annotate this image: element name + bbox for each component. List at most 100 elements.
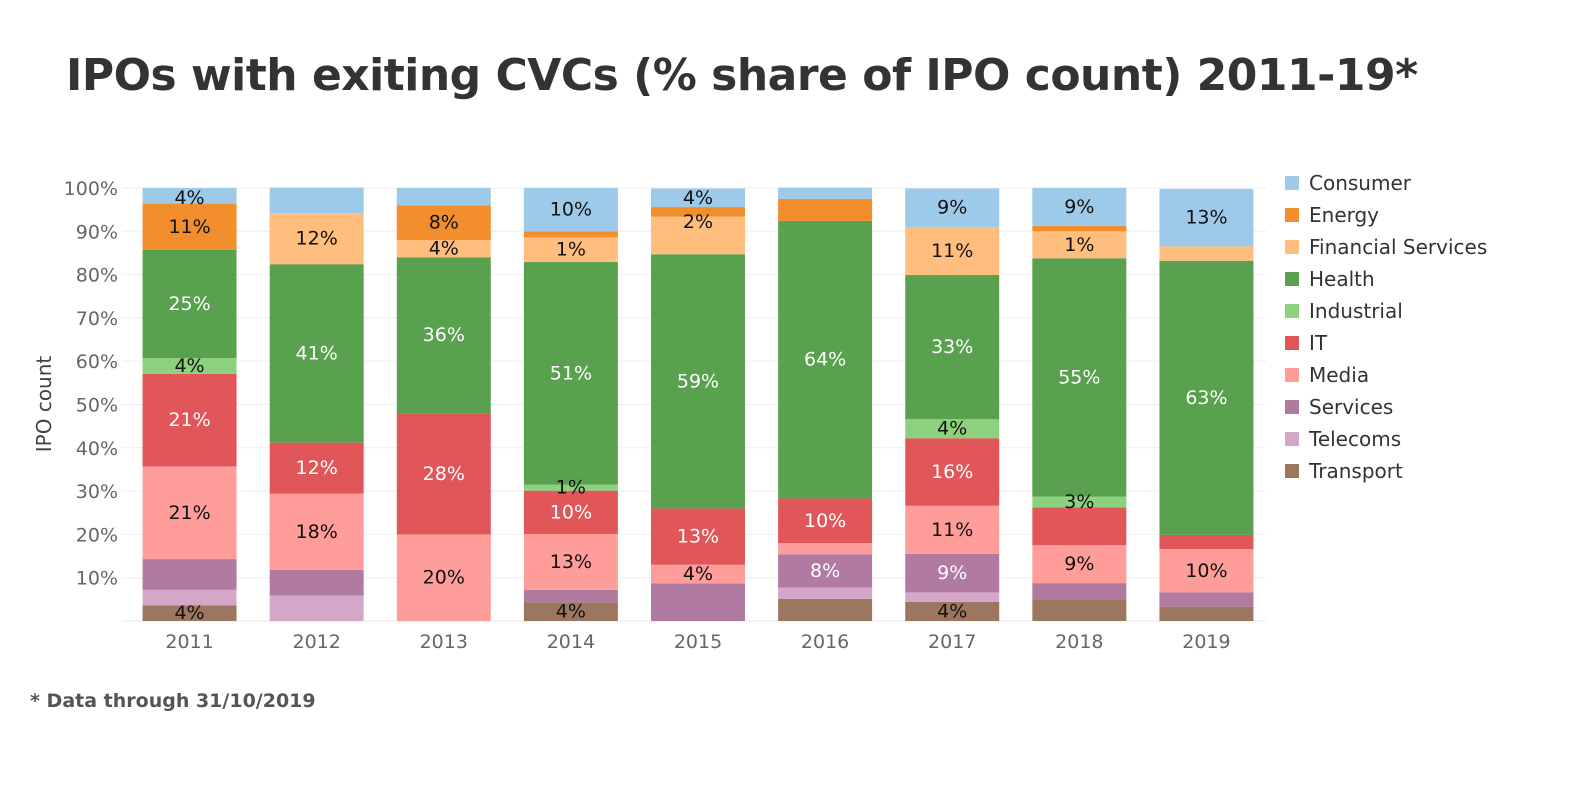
x-tick-label: 2019 — [1182, 631, 1230, 653]
bar-segment-services-2015 — [651, 583, 745, 621]
y-tick-label: 60% — [76, 351, 118, 373]
data-label: 12% — [296, 228, 338, 250]
bar-segment-it-2019 — [1159, 534, 1254, 550]
data-label: 12% — [296, 457, 338, 479]
legend-swatch-media — [1285, 368, 1299, 382]
bar-segment-transport-2017 — [905, 601, 1000, 621]
bar-segment-consumer-2014 — [523, 188, 618, 232]
y-tick-label: 50% — [76, 395, 118, 417]
legend-label: Telecoms — [1308, 427, 1401, 451]
y-tick-label: 30% — [76, 481, 118, 503]
data-label: 64% — [804, 349, 846, 371]
bar-segment-services-2014 — [523, 589, 618, 603]
data-label: 21% — [168, 502, 210, 524]
legend-swatch-it — [1285, 336, 1299, 350]
y-axis-label: IPO count — [32, 356, 56, 453]
bar-segment-consumer-2018 — [1032, 188, 1127, 226]
data-label: 1% — [1064, 234, 1094, 256]
bar-segment-it-2014 — [523, 490, 618, 534]
bar-segment-it-2013 — [396, 413, 491, 535]
data-label: 4% — [174, 187, 204, 209]
x-tick-label: 2011 — [165, 631, 213, 653]
data-label: 8% — [810, 560, 840, 582]
bar-segment-media-2018 — [1032, 545, 1127, 584]
data-label: 36% — [423, 324, 465, 346]
bar-segment-it-2017 — [905, 438, 1000, 506]
data-label: 4% — [937, 600, 967, 622]
y-tick-label: 70% — [76, 308, 118, 330]
bar-segment-services-2017 — [905, 553, 1000, 593]
x-tick-label: 2013 — [420, 631, 468, 653]
legend-label: Consumer — [1309, 171, 1412, 195]
bar-segment-media-2016 — [778, 543, 873, 555]
bar-segment-transport-2016 — [778, 598, 873, 621]
bar-segment-financial-services-2017 — [905, 226, 1000, 276]
data-label: 10% — [550, 501, 592, 523]
bar-segment-media-2011 — [142, 466, 237, 560]
data-label: 25% — [168, 293, 210, 315]
bar-segment-consumer-2019 — [1159, 188, 1254, 247]
bar-segment-health-2011 — [142, 249, 237, 359]
bar-segment-financial-services-2019 — [1159, 246, 1254, 261]
data-label: 2% — [683, 211, 713, 233]
bar-segment-transport-2014 — [523, 602, 618, 621]
bar-segment-transport-2011 — [142, 605, 237, 621]
data-label: 4% — [937, 418, 967, 440]
data-label: 4% — [174, 355, 204, 377]
legend-swatch-telecoms — [1285, 432, 1299, 446]
bar-segment-financial-services-2015 — [651, 216, 745, 255]
y-tick-label: 100% — [64, 178, 118, 200]
legend-swatch-services — [1285, 400, 1299, 414]
bar-segment-energy-2013 — [396, 205, 491, 240]
legend-label: Services — [1309, 395, 1393, 419]
bar-segment-energy-2011 — [142, 203, 237, 250]
bar-segment-energy-2018 — [1032, 225, 1127, 232]
legend-swatch-consumer — [1285, 176, 1299, 190]
x-tick-label: 2017 — [928, 631, 976, 653]
data-label: 18% — [296, 521, 338, 543]
x-tick-label: 2012 — [292, 631, 340, 653]
data-label: 1% — [556, 239, 586, 261]
bar-segment-financial-services-2013 — [396, 239, 491, 258]
bar-segment-health-2018 — [1032, 258, 1127, 497]
data-label: 10% — [804, 510, 846, 532]
data-label: 9% — [937, 562, 967, 584]
y-tick-label: 20% — [76, 524, 118, 546]
bar-segment-telecoms-2016 — [778, 587, 873, 599]
bar-segment-services-2011 — [142, 559, 237, 590]
bar-segment-telecoms-2012 — [269, 595, 364, 621]
bar-segment-media-2019 — [1159, 549, 1254, 593]
y-tick-label: 40% — [76, 438, 118, 460]
data-label: 28% — [423, 463, 465, 485]
data-label: 20% — [423, 567, 465, 589]
bar-segment-services-2016 — [778, 554, 873, 588]
data-label: 4% — [683, 563, 713, 585]
legend-label: IT — [1309, 331, 1328, 355]
footnote: * Data through 31/10/2019 — [30, 690, 316, 712]
bar-segment-consumer-2015 — [651, 188, 745, 208]
data-label: 51% — [550, 362, 592, 384]
bar-segment-consumer-2016 — [778, 187, 873, 199]
data-label: 9% — [1064, 196, 1094, 218]
data-label: 21% — [168, 409, 210, 431]
data-label: 55% — [1058, 366, 1100, 388]
bar-segment-health-2012 — [269, 264, 364, 443]
data-label: 10% — [550, 199, 592, 221]
bar-segment-health-2015 — [651, 254, 745, 509]
bar-segment-consumer-2011 — [142, 188, 237, 204]
data-label: 41% — [296, 342, 338, 364]
bar-segment-financial-services-2018 — [1032, 231, 1127, 259]
bar-segment-health-2017 — [905, 275, 1000, 420]
legend-label: Financial Services — [1309, 235, 1487, 259]
data-label: 8% — [429, 212, 459, 234]
bar-segment-industrial-2017 — [905, 419, 1000, 439]
bar-segment-telecoms-2011 — [142, 589, 237, 606]
data-label: 11% — [931, 240, 973, 262]
bar-segment-it-2015 — [651, 508, 745, 565]
bar-segment-media-2012 — [269, 493, 364, 570]
legend-label: Industrial — [1309, 299, 1403, 323]
data-label: 4% — [556, 601, 586, 623]
x-tick-label: 2015 — [674, 631, 722, 653]
chart-title: IPOs with exiting CVCs (% share of IPO c… — [66, 50, 1418, 101]
bar-segment-health-2016 — [778, 220, 873, 499]
